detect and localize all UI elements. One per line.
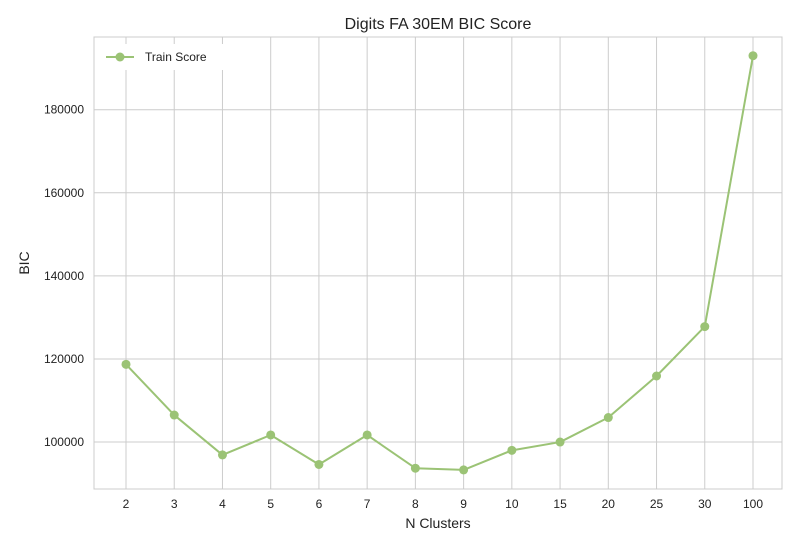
y-tick-label: 100000 — [44, 435, 84, 449]
x-tick-label: 4 — [219, 497, 226, 511]
data-point — [169, 410, 179, 420]
data-point — [603, 413, 613, 423]
x-tick-label: 2 — [123, 497, 130, 511]
x-tick-label: 20 — [602, 497, 616, 511]
legend-label: Train Score — [145, 50, 207, 64]
data-point — [217, 450, 227, 460]
x-ticks: 2 3 4 5 6 7 8 9 10 15 20 25 30 100 — [123, 497, 764, 511]
x-tick-label: 8 — [412, 497, 419, 511]
data-point — [459, 465, 469, 475]
x-tick-label: 10 — [505, 497, 519, 511]
y-ticks: 100000 120000 140000 160000 180000 — [44, 103, 84, 449]
chart-title: Digits FA 30EM BIC Score — [345, 16, 532, 33]
data-point — [266, 430, 276, 440]
y-tick-label: 140000 — [44, 269, 84, 283]
plot-area — [93, 36, 783, 490]
data-point — [748, 51, 758, 61]
data-point — [555, 437, 565, 447]
x-tick-label: 100 — [743, 497, 763, 511]
data-point — [121, 359, 131, 369]
x-tick-label: 3 — [171, 497, 178, 511]
data-point — [314, 459, 324, 469]
data-point — [410, 463, 420, 473]
y-axis-label: BIC — [16, 251, 32, 274]
x-tick-label: 7 — [364, 497, 371, 511]
data-point — [652, 371, 662, 381]
x-tick-label: 30 — [698, 497, 712, 511]
grid — [94, 37, 782, 489]
series — [121, 51, 758, 475]
y-tick-label: 180000 — [44, 103, 84, 117]
legend: Train Score — [100, 44, 224, 70]
legend-marker — [115, 52, 125, 62]
x-tick-label: 6 — [316, 497, 323, 511]
data-point — [507, 445, 517, 455]
x-axis-label: N Clusters — [405, 515, 470, 531]
x-tick-label: 25 — [650, 497, 664, 511]
x-tick-label: 9 — [460, 497, 467, 511]
data-point — [700, 322, 710, 332]
y-tick-label: 120000 — [44, 352, 84, 366]
x-tick-label: 5 — [267, 497, 274, 511]
data-point — [362, 430, 372, 440]
series-line — [125, 55, 754, 471]
y-tick-label: 160000 — [44, 186, 84, 200]
x-tick-label: 15 — [553, 497, 567, 511]
